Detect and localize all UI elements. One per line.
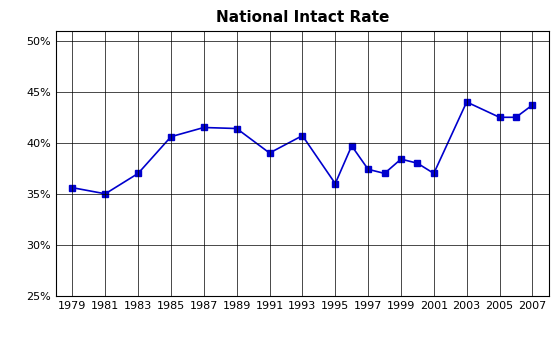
Title: National Intact Rate: National Intact Rate bbox=[216, 10, 389, 25]
